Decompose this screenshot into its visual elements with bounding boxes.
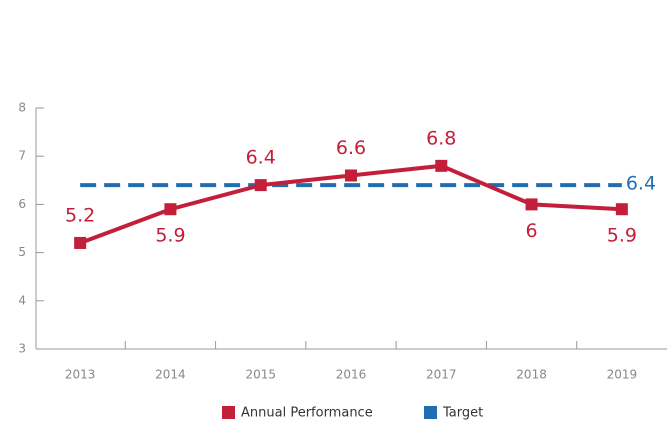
- data-label: 6: [526, 220, 538, 242]
- data-label: 6.4: [626, 173, 656, 195]
- data-label: 5.2: [65, 204, 95, 226]
- marker: [615, 203, 628, 216]
- marker: [164, 203, 177, 216]
- marker: [435, 159, 448, 172]
- y-tick-label: 8: [18, 101, 26, 115]
- x-tick-label: 2013: [65, 368, 96, 382]
- y-tick-label: 6: [18, 197, 26, 211]
- legend-label: Target: [442, 406, 483, 421]
- marker: [74, 236, 87, 249]
- x-tick-label: 2016: [336, 368, 367, 382]
- data-label: 5.9: [607, 225, 637, 247]
- y-tick-label: 7: [18, 149, 26, 163]
- y-tick-label: 3: [18, 342, 26, 356]
- x-tick-label: 2015: [245, 368, 276, 382]
- marker: [254, 179, 267, 192]
- data-label: 6.4: [246, 147, 276, 169]
- marker: [525, 198, 538, 211]
- x-tick-label: 2014: [155, 368, 186, 382]
- y-tick-label: 5: [18, 245, 26, 259]
- x-tick-label: 2017: [426, 368, 457, 382]
- legend-swatch: [424, 406, 437, 419]
- legend-swatch: [222, 406, 235, 419]
- data-label: 6.6: [336, 137, 366, 159]
- marker: [345, 169, 357, 182]
- legend-label: Annual Performance: [241, 406, 373, 421]
- data-label: 5.9: [155, 225, 185, 247]
- x-tick-label: 2019: [607, 368, 638, 382]
- x-tick-label: 2018: [516, 368, 547, 382]
- y-tick-label: 4: [18, 293, 26, 307]
- data-label: 6.8: [426, 127, 456, 149]
